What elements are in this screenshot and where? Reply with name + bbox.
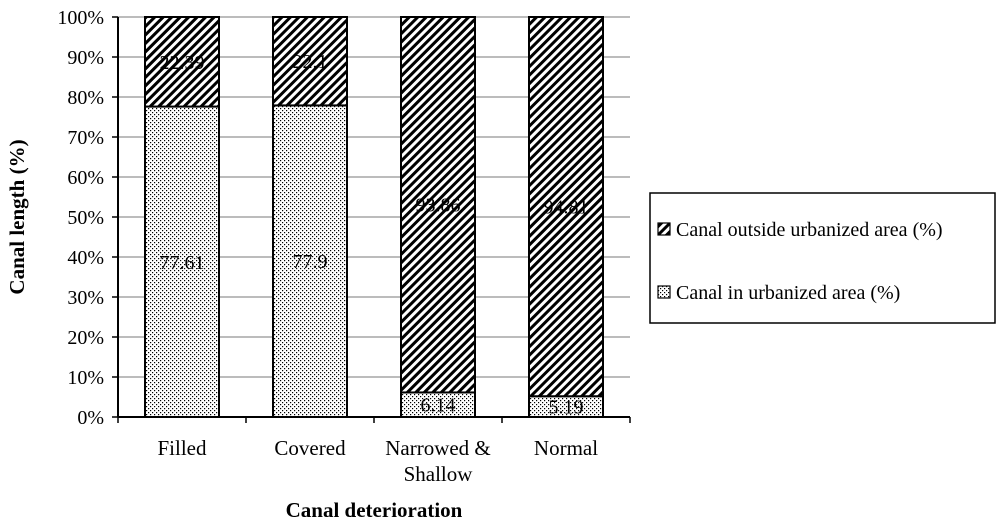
- x-axis-title: Canal deterioration: [286, 498, 463, 522]
- bar-segment: [144, 105, 220, 418]
- legend-box: [649, 192, 996, 324]
- y-tick-label: 80%: [67, 87, 104, 109]
- legend-label: Canal in urbanized area (%): [676, 282, 900, 304]
- y-tick-label: 90%: [67, 47, 104, 69]
- y-axis-title: Canal length (%): [5, 139, 29, 294]
- data-labels: 77.61 22.39 77.9 22.1 6.14 93.86 5.19 94.81: [160, 51, 589, 418]
- y-tick-label: 100%: [57, 7, 104, 29]
- x-tick-label: Narrowed & Shallow: [385, 436, 491, 486]
- bars: [144, 16, 604, 419]
- y-tick-label: 30%: [67, 287, 104, 309]
- x-tick-label-line: Narrowed &: [385, 436, 491, 460]
- x-tick-label-line: Shallow: [404, 462, 474, 486]
- data-label: 22.1: [293, 51, 328, 73]
- data-label: 94.81: [544, 197, 589, 219]
- y-tick-label: 70%: [67, 127, 104, 149]
- data-label: 6.14: [421, 395, 456, 417]
- y-axis: 0% 10% 20% 30% 40% 50% 60% 70% 80% 90% 100%: [57, 7, 119, 429]
- data-label: 22.39: [160, 52, 205, 74]
- legend: Canal outside urbanized area (%) Canal in…: [649, 192, 996, 324]
- x-tick-label: Normal: [534, 436, 598, 460]
- x-tick-label-line: Covered: [274, 436, 346, 460]
- x-tick-label-line: Filled: [157, 436, 207, 460]
- bar-segment: [528, 16, 604, 398]
- bar-segment: [400, 16, 476, 394]
- bar-segment: [272, 16, 348, 107]
- data-label: 77.61: [160, 252, 205, 274]
- legend-label: Canal outside urbanized area (%): [676, 219, 943, 241]
- x-tick-label: Filled: [157, 436, 207, 460]
- y-tick-label: 20%: [67, 327, 104, 349]
- bar-segment: [144, 16, 220, 108]
- data-label: 77.9: [293, 251, 328, 273]
- y-tick-label: 10%: [67, 367, 104, 389]
- x-tick-label: Covered: [274, 436, 346, 460]
- data-label: 93.86: [416, 195, 461, 217]
- y-tick-label: 60%: [67, 167, 104, 189]
- y-tick-label: 0%: [77, 407, 104, 429]
- y-tick-label: 50%: [67, 207, 104, 229]
- x-axis: Filled Covered Narrowed & Shallow Normal: [117, 416, 631, 486]
- data-label: 5.19: [549, 397, 584, 419]
- x-tick-label-line: Normal: [534, 436, 598, 460]
- legend-swatch: [657, 285, 671, 299]
- y-tick-label: 40%: [67, 247, 104, 269]
- bar-segment: [272, 104, 348, 419]
- legend-swatch: [657, 222, 671, 236]
